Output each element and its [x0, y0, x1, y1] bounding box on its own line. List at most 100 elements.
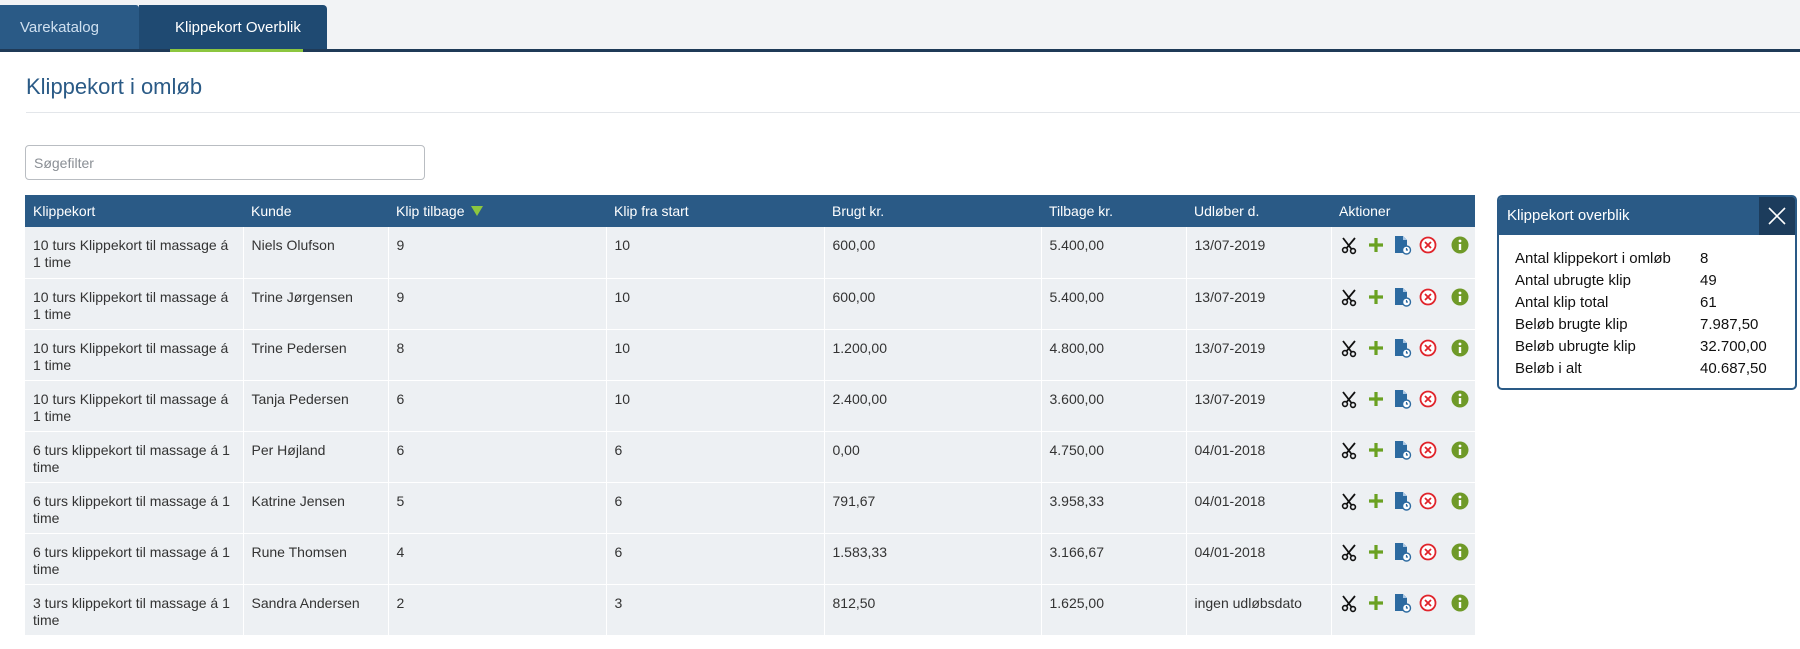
info-icon[interactable]	[1450, 389, 1470, 409]
cell-clips-left: 9	[388, 278, 607, 330]
table-row: 6 turs klippekort til massage á 1 time Ka…	[25, 482, 1476, 534]
plus-icon[interactable]	[1366, 542, 1386, 562]
cancel-icon[interactable]	[1418, 542, 1438, 562]
cancel-icon[interactable]	[1418, 593, 1438, 613]
cancel-icon[interactable]	[1418, 389, 1438, 409]
document-clock-icon[interactable]	[1392, 440, 1412, 460]
document-clock-icon[interactable]	[1392, 389, 1412, 409]
scissors-icon[interactable]	[1340, 542, 1360, 562]
table-header-row: Klippekort Kunde Klip tilbage Klip fra s…	[25, 195, 1475, 227]
plus-icon[interactable]	[1366, 235, 1386, 255]
cell-customer: Katrine Jensen	[243, 482, 389, 534]
cell-expires: 04/01-2018	[1186, 533, 1332, 585]
cell-clips-left: 6	[388, 380, 607, 432]
plus-icon[interactable]	[1366, 593, 1386, 613]
cell-clips-start: 10	[606, 380, 825, 432]
cell-actions	[1331, 584, 1476, 636]
plus-icon[interactable]	[1366, 440, 1386, 460]
cell-actions	[1331, 482, 1476, 534]
scissors-icon[interactable]	[1340, 389, 1360, 409]
stat-row: Beløb ubrugte klip 32.700,00	[1515, 338, 1767, 355]
document-clock-icon[interactable]	[1392, 338, 1412, 358]
punch-card-table: Klippekort Kunde Klip tilbage Klip fra s…	[25, 195, 1476, 636]
scissors-icon[interactable]	[1340, 235, 1360, 255]
document-clock-icon[interactable]	[1392, 235, 1412, 255]
cancel-icon[interactable]	[1418, 235, 1438, 255]
column-header-expires[interactable]: Udløber d.	[1186, 195, 1331, 227]
cell-clips-left: 6	[388, 431, 607, 483]
scissors-icon[interactable]	[1340, 338, 1360, 358]
cell-actions	[1331, 431, 1476, 483]
plus-icon[interactable]	[1366, 287, 1386, 307]
cell-remaining: 3.600,00	[1041, 380, 1187, 432]
info-icon[interactable]	[1450, 491, 1470, 511]
cell-card: 6 turs klippekort til massage á 1 time	[25, 482, 244, 534]
close-button[interactable]	[1759, 197, 1795, 235]
plus-icon[interactable]	[1366, 338, 1386, 358]
cell-card: 10 turs Klippekort til massage á 1 time	[25, 227, 244, 279]
scissors-icon[interactable]	[1340, 491, 1360, 511]
cell-actions	[1331, 227, 1476, 279]
plus-icon[interactable]	[1366, 491, 1386, 511]
cell-card: 10 turs Klippekort til massage á 1 time	[25, 380, 244, 432]
stat-row: Beløb brugte klip 7.987,50	[1515, 316, 1759, 333]
cell-expires: ingen udløbsdato	[1186, 584, 1332, 636]
column-header-clips-start[interactable]: Klip fra start	[606, 195, 824, 227]
scissors-icon[interactable]	[1340, 593, 1360, 613]
info-icon[interactable]	[1450, 235, 1470, 255]
scissors-icon[interactable]	[1340, 440, 1360, 460]
cancel-icon[interactable]	[1418, 440, 1438, 460]
table-row: 10 turs Klippekort til massage á 1 time T…	[25, 329, 1476, 381]
plus-icon[interactable]	[1366, 389, 1386, 409]
cell-expires: 13/07-2019	[1186, 278, 1332, 330]
cell-clips-left: 9	[388, 227, 607, 279]
cell-card: 6 turs klippekort til massage á 1 time	[25, 431, 244, 483]
column-header-card[interactable]: Klippekort	[25, 195, 243, 227]
column-header-customer[interactable]: Kunde	[243, 195, 388, 227]
close-icon	[1768, 207, 1786, 225]
info-icon[interactable]	[1450, 542, 1470, 562]
cell-used: 0,00	[824, 431, 1042, 483]
overview-panel: Klippekort overblik Antal klippekort i o…	[1497, 195, 1797, 390]
cell-expires: 13/07-2019	[1186, 380, 1332, 432]
sort-descending-icon	[470, 206, 483, 217]
cell-remaining: 5.400,00	[1041, 278, 1187, 330]
stat-row: Beløb i alt 40.687,50	[1515, 360, 1767, 377]
cell-card: 10 turs Klippekort til massage á 1 time	[25, 329, 244, 381]
tab-klippekort-overblik[interactable]: Klippekort Overblik	[139, 5, 327, 52]
cell-card: 3 turs klippekort til massage á 1 time	[25, 584, 244, 636]
info-icon[interactable]	[1450, 338, 1470, 358]
document-clock-icon[interactable]	[1392, 491, 1412, 511]
panel-header: Klippekort overblik	[1499, 197, 1795, 235]
column-header-used[interactable]: Brugt kr.	[824, 195, 1041, 227]
table-row: 10 turs Klippekort til massage á 1 time T…	[25, 278, 1476, 330]
document-clock-icon[interactable]	[1392, 542, 1412, 562]
info-icon[interactable]	[1450, 593, 1470, 613]
column-header-remaining[interactable]: Tilbage kr.	[1041, 195, 1186, 227]
cell-expires: 04/01-2018	[1186, 482, 1332, 534]
cell-clips-start: 6	[606, 533, 825, 585]
document-clock-icon[interactable]	[1392, 593, 1412, 613]
cancel-icon[interactable]	[1418, 287, 1438, 307]
cell-used: 600,00	[824, 227, 1042, 279]
table-row: 6 turs klippekort til massage á 1 time Pe…	[25, 431, 1476, 483]
info-icon[interactable]	[1450, 440, 1470, 460]
info-icon[interactable]	[1450, 287, 1470, 307]
document-clock-icon[interactable]	[1392, 287, 1412, 307]
cell-customer: Tanja Pedersen	[243, 380, 389, 432]
stats-list: Antal klippekort i omløb 8 Antal ubrugte …	[1515, 248, 1767, 380]
tab-varekatalog[interactable]: Varekatalog	[0, 5, 139, 52]
scissors-icon[interactable]	[1340, 287, 1360, 307]
cell-actions	[1331, 380, 1476, 432]
column-header-clips-left[interactable]: Klip tilbage	[388, 195, 606, 227]
cell-card: 6 turs klippekort til massage á 1 time	[25, 533, 244, 585]
cell-clips-left: 5	[388, 482, 607, 534]
cell-remaining: 3.958,33	[1041, 482, 1187, 534]
cell-customer: Niels Olufson	[243, 227, 389, 279]
title-divider	[26, 112, 1800, 113]
cancel-icon[interactable]	[1418, 491, 1438, 511]
cell-customer: Trine Jørgensen	[243, 278, 389, 330]
cancel-icon[interactable]	[1418, 338, 1438, 358]
search-input[interactable]	[25, 145, 425, 180]
cell-clips-left: 8	[388, 329, 607, 381]
